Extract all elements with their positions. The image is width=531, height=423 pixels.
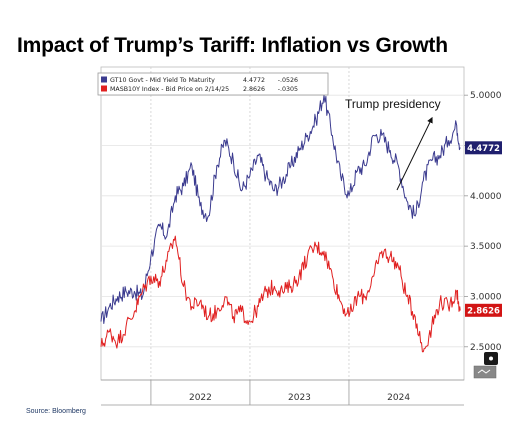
annotation-trump-presidency: Trump presidency: [345, 97, 441, 111]
series-lines: [100, 94, 461, 353]
last-value-tags: 4.4772 2.8626: [465, 141, 502, 317]
last-value-tag-label: 4.4772: [467, 144, 500, 154]
legend-box: GT10 Govt - Mid Yield To Maturity 4.4772…: [97, 72, 329, 96]
legend-change-masb10y: -.0305: [278, 86, 298, 93]
chart-toolbar-icons[interactable]: [473, 352, 498, 379]
y-tick-label: 3.0000: [470, 292, 502, 302]
y-tick-label: 2.5000: [470, 343, 502, 353]
x-tick-label: 2024: [387, 393, 410, 403]
legend-label-gt10: GT10 Govt - Mid Yield To Maturity: [110, 77, 215, 84]
legend-change-gt10: -.0526: [278, 77, 298, 84]
x-tick-label: 2022: [189, 393, 212, 403]
year-dividers: [150, 67, 350, 380]
last-value-tag-label: 2.8626: [467, 306, 500, 316]
legend-value-masb10y: 2.8626: [243, 86, 265, 93]
y-tick-label: 5.0000: [470, 91, 502, 101]
legend-swatch-gt10: [101, 76, 107, 83]
source-note: Source: Bloomberg: [26, 408, 86, 415]
last-value-tag: 4.4772: [465, 141, 502, 155]
legend-swatch-masb10y: [101, 85, 107, 92]
legend-label-masb10y: MASB10Y Index - Bid Price on 2/14/25: [110, 86, 229, 93]
y-tick-label: 4.0000: [470, 192, 502, 202]
legend-value-gt10: 4.4772: [243, 77, 265, 84]
last-value-tag-bg: [465, 303, 502, 317]
target-icon-dot: [489, 356, 493, 361]
last-value-tag: 2.8626: [465, 303, 502, 317]
x-axis: 2022 2023 2024: [101, 379, 464, 406]
y-tick-label: 3.5000: [470, 242, 502, 252]
x-tick-label: 2023: [288, 393, 311, 403]
zoom-icon-glyph: [477, 369, 491, 374]
last-value-tag-bg: [465, 141, 502, 155]
plot-frame: [100, 66, 465, 381]
series-line-0: [100, 94, 461, 324]
series-line-1: [100, 235, 461, 353]
gridlines: [101, 94, 464, 348]
chart-title: Impact of Trump’s Tariff: Inflation vs G…: [17, 34, 448, 57]
annotation-arrow: [396, 116, 433, 191]
